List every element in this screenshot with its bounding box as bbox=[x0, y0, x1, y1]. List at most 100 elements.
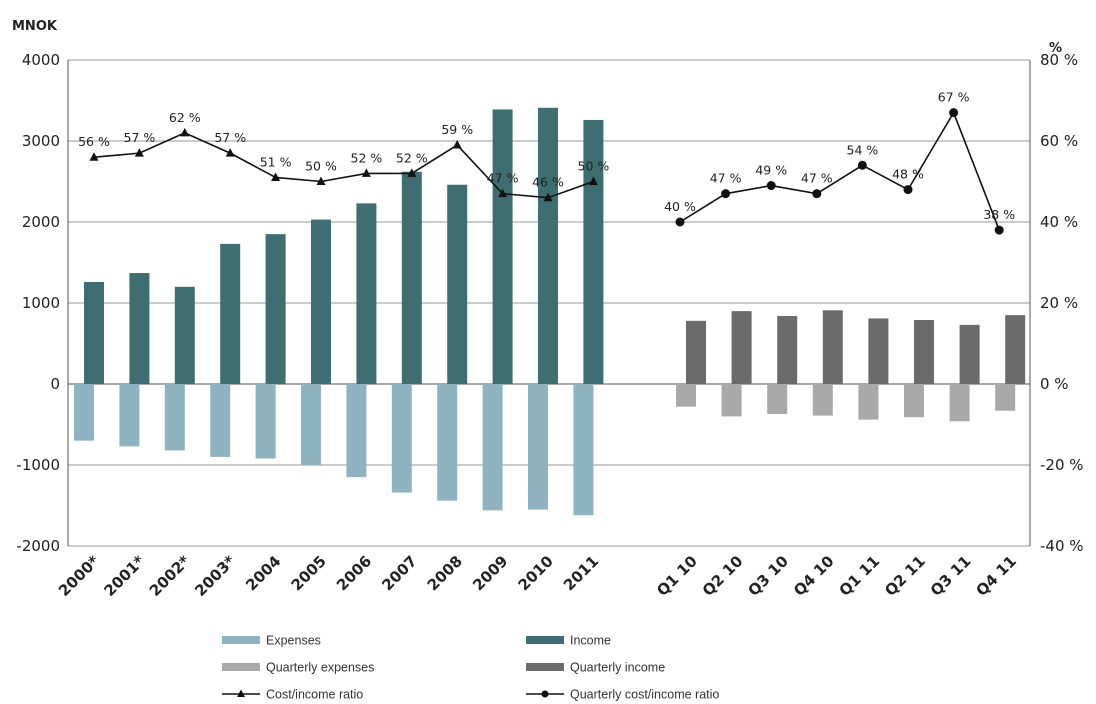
income-bar bbox=[265, 234, 286, 384]
quarterly-cost-income-ratio-label: 67 % bbox=[938, 90, 970, 105]
quarterly-cost-income-ratio-marker bbox=[994, 225, 1004, 235]
x-tick-labels: 2000*2001*2002*2003* 2004 2005 2006 2007 2008… bbox=[55, 552, 1020, 600]
legend-label: Quarterly income bbox=[570, 661, 665, 675]
left-axis-unit: MNOK bbox=[12, 19, 58, 34]
legend-label: Cost/income ratio bbox=[266, 688, 363, 702]
x-tick-label: 2000* bbox=[55, 552, 103, 600]
quarterly-cost-income-ratio-label: 40 % bbox=[664, 199, 696, 214]
quarterly-expenses-bar bbox=[904, 384, 924, 418]
quarterly-cost-income-ratio-label: 47 % bbox=[710, 171, 742, 186]
left-y-tick-label: 4000 bbox=[22, 51, 60, 69]
legend-triangle-marker bbox=[237, 689, 245, 697]
x-tick-label: 2004 bbox=[242, 552, 284, 594]
quarterly-cost-income-ratio-label: 49 % bbox=[755, 163, 787, 178]
legend-item: Cost/income ratio bbox=[222, 688, 363, 702]
quarterly-income-bar bbox=[868, 318, 889, 384]
legend-item: Income bbox=[526, 634, 611, 648]
legend-swatch bbox=[222, 663, 260, 671]
quarterly-income-bar bbox=[959, 324, 980, 384]
right-y-tick-label: -20 % bbox=[1040, 456, 1084, 474]
income-bar bbox=[583, 119, 604, 384]
legend-label: Quarterly cost/income ratio bbox=[570, 688, 719, 702]
expenses-bar bbox=[164, 384, 185, 451]
left-y-tick-label: 2000 bbox=[22, 213, 60, 231]
left-y-tick-label: -2000 bbox=[16, 537, 60, 555]
cost-income-ratio-label: 47 % bbox=[487, 171, 519, 186]
cost-income-ratio-marker bbox=[407, 168, 417, 177]
data-labels: 56 % 57 % 62 % 57 % 51 % 50 % 52 % 52 % 59 % 47 %… bbox=[78, 90, 1015, 222]
quarterly-expenses-bar bbox=[767, 384, 788, 414]
quarterly-cost-income-ratio-marker bbox=[721, 189, 731, 199]
cost-income-ratio-label: 57 % bbox=[214, 130, 246, 145]
quarterly-income-bar bbox=[731, 311, 752, 384]
income-bar bbox=[447, 184, 468, 384]
income-bar bbox=[174, 286, 195, 384]
legend-label: Expenses bbox=[266, 634, 321, 648]
quarterly-income-bar bbox=[822, 310, 843, 384]
quarterly-cost-income-ratio-label: 38 % bbox=[983, 207, 1015, 222]
quarterly-cost-income-ratio-line bbox=[679, 110, 1000, 231]
right-y-tick-label: 80 % bbox=[1040, 51, 1078, 69]
quarterly-income-bar bbox=[777, 315, 798, 384]
x-tick-label: 2003* bbox=[191, 552, 239, 600]
x-tick-label: 2009 bbox=[469, 552, 511, 594]
legend-item: Expenses bbox=[222, 634, 321, 648]
legend-item: Quarterly expenses bbox=[222, 661, 374, 675]
cost-income-ratio-label: 56 % bbox=[78, 134, 110, 149]
income-bar bbox=[401, 171, 422, 384]
left-y-tick-label: -1000 bbox=[16, 456, 60, 474]
expenses-bar bbox=[255, 384, 276, 459]
quarterly-expenses-bar bbox=[949, 384, 970, 422]
quarterly-cost-income-ratio-marker bbox=[949, 108, 959, 118]
expenses-bar bbox=[74, 384, 94, 441]
right-y-tick-label: 0 % bbox=[1040, 375, 1069, 393]
x-tick-label: Q4 10 bbox=[790, 552, 838, 600]
expenses-bar bbox=[301, 384, 321, 465]
income-bar bbox=[356, 203, 377, 384]
income-bar bbox=[129, 273, 150, 384]
cost-income-ratio-marker bbox=[134, 148, 144, 157]
legend-circle-marker bbox=[541, 690, 549, 698]
cost-income-ratio-label: 62 % bbox=[169, 110, 201, 125]
quarterly-cost-income-ratio-label: 47 % bbox=[801, 171, 833, 186]
quarterly-income-bar bbox=[686, 320, 706, 384]
legend-item: Quarterly cost/income ratio bbox=[526, 688, 719, 702]
quarterly-cost-income-ratio-marker bbox=[675, 217, 685, 227]
x-tick-label: 2001* bbox=[100, 552, 148, 600]
cost-income-ratio-label: 50 % bbox=[578, 159, 610, 174]
cost-income-ratio-marker bbox=[543, 192, 553, 202]
quarterly-expenses-bar bbox=[995, 384, 1016, 411]
right-y-tick-label: -40 % bbox=[1040, 537, 1084, 555]
cost-income-ratio-label: 52 % bbox=[351, 150, 383, 165]
legend-swatch bbox=[526, 636, 564, 644]
x-tick-label: Q3 11 bbox=[927, 552, 975, 600]
legend-item: Quarterly income bbox=[526, 661, 665, 675]
cost-income-ratio-marker bbox=[361, 168, 371, 177]
cost-income-ratio-line bbox=[93, 132, 594, 199]
x-tick-label: 2005 bbox=[288, 552, 330, 594]
income-bar bbox=[220, 243, 241, 384]
expenses-bar bbox=[573, 384, 594, 516]
left-y-tick-label: 1000 bbox=[22, 294, 60, 312]
legend-label: Income bbox=[570, 634, 611, 648]
legend: Expenses Income Quarterly expenses Quarterl… bbox=[222, 634, 719, 702]
cost-income-ratio-label: 59 % bbox=[441, 122, 473, 137]
quarterly-cost-income-ratio-marker bbox=[857, 160, 867, 170]
expenses-bar bbox=[119, 384, 140, 447]
expenses-bar bbox=[346, 384, 367, 478]
quarterly-expenses-bar bbox=[721, 384, 742, 417]
x-tick-label: 2010 bbox=[515, 552, 557, 594]
x-tick-label: Q4 11 bbox=[972, 552, 1020, 600]
x-tick-label: 2007 bbox=[378, 552, 420, 594]
x-tick-label: Q2 11 bbox=[881, 552, 929, 600]
quarterly-cost-income-ratio-label: 48 % bbox=[892, 167, 924, 182]
quarterly-expenses-bar bbox=[812, 384, 833, 416]
cost-income-ratio-label: 52 % bbox=[396, 150, 428, 165]
cost-income-ratio-marker bbox=[316, 176, 326, 185]
quarterly-income-bar bbox=[1005, 315, 1026, 384]
quarterly-cost-income-ratio-label: 54 % bbox=[847, 142, 879, 157]
x-tick-label: Q1 11 bbox=[836, 552, 884, 600]
income-bar bbox=[492, 109, 513, 384]
income-bar bbox=[538, 107, 558, 384]
